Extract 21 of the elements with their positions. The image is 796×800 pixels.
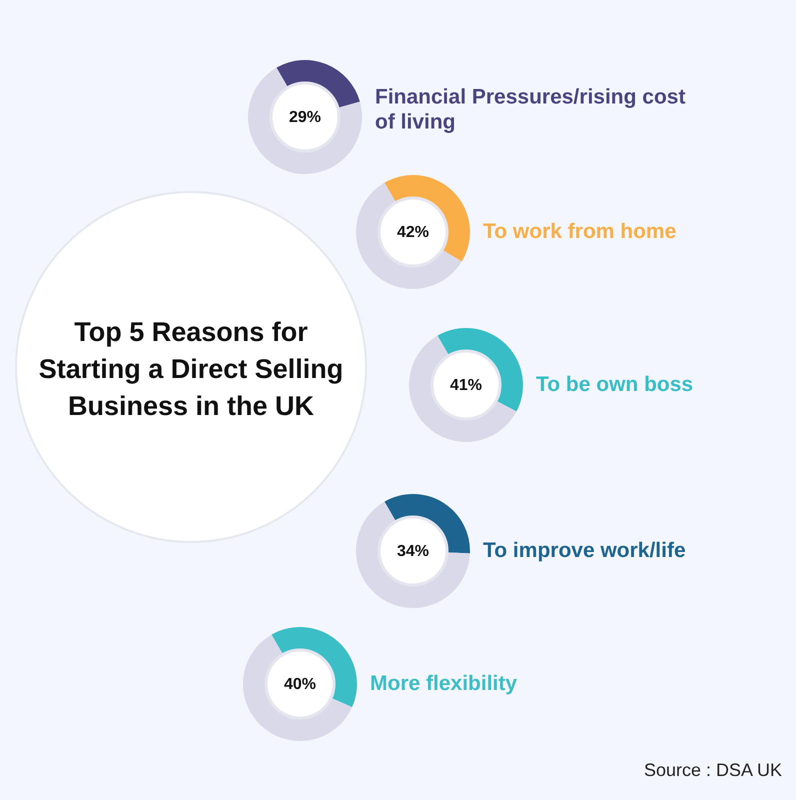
slice-label: To be own boss: [536, 373, 694, 396]
text: 34%: [396, 543, 430, 560]
slice-label: More flexibility: [370, 672, 518, 695]
text: Top 5 Reasons for Starting a Direct Selling Business in the UK: [38, 317, 344, 421]
text: 29%: [288, 109, 322, 126]
slice-label: Financial Pressures/rising cost of living: [375, 86, 686, 134]
text: 42%: [396, 224, 430, 241]
donut-slice: [248, 68, 362, 174]
donut-slice: [276, 60, 360, 108]
donut-slice: [384, 175, 470, 262]
donut-slice: [356, 182, 462, 289]
donut-slice: [243, 634, 352, 741]
text: 40%: [284, 676, 316, 693]
donut-slice: [272, 627, 357, 708]
slice-label: To work from home: [483, 220, 676, 243]
donut-slice: [356, 502, 470, 608]
donut-slice: [438, 328, 523, 412]
slice-label: To improve work/life: [483, 539, 686, 562]
text: 41%: [450, 377, 482, 394]
source-note: Source : DSA UK: [644, 760, 782, 780]
donut-slice: [409, 336, 517, 442]
